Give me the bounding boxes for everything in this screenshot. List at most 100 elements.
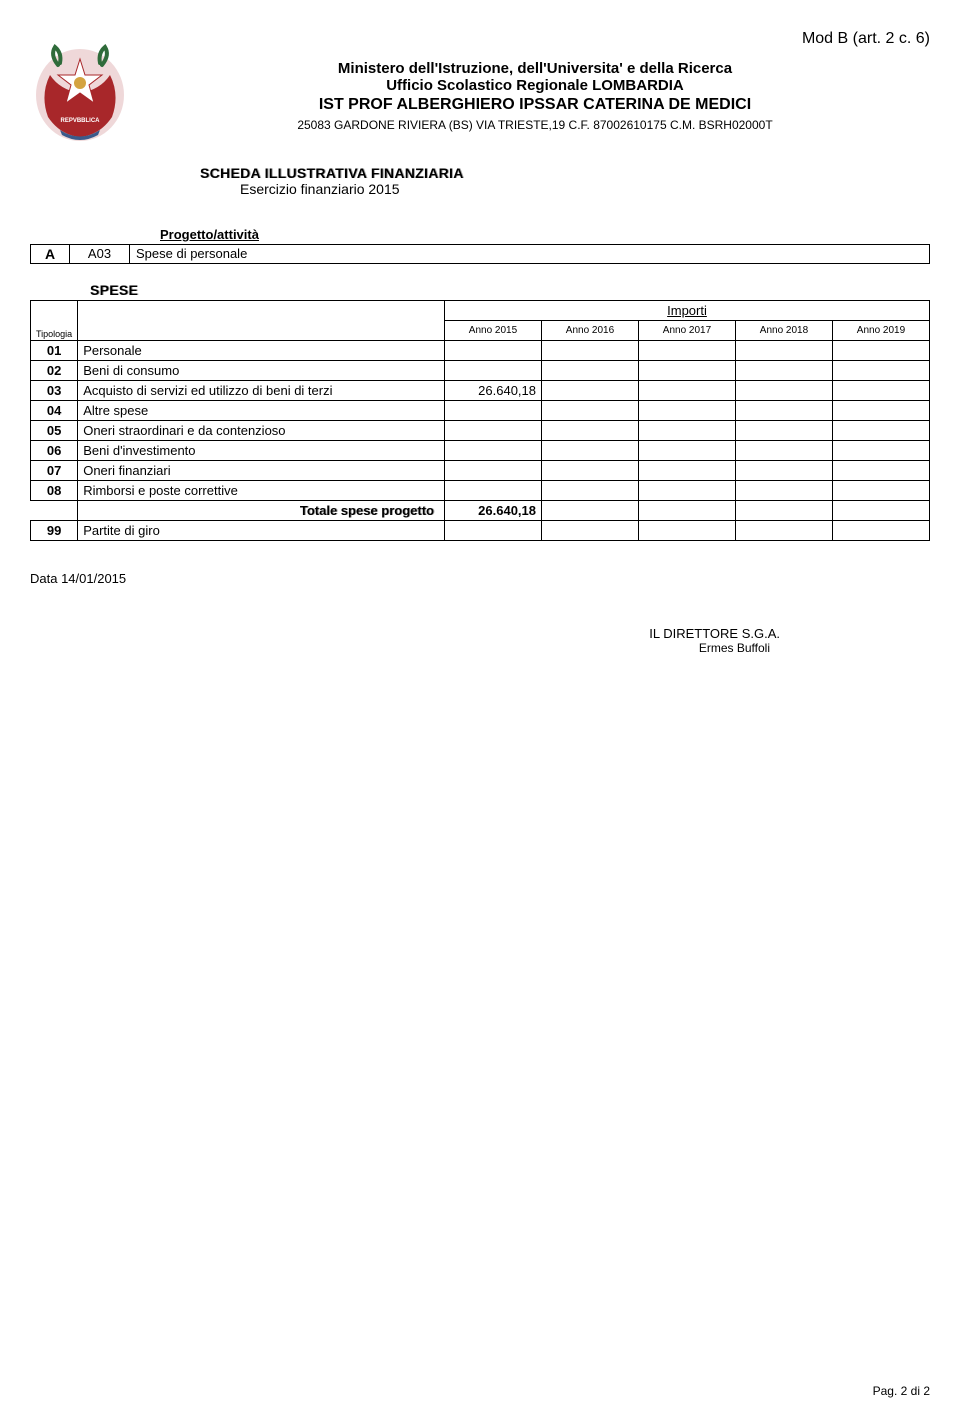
row-value bbox=[542, 341, 639, 361]
row-value bbox=[639, 481, 736, 501]
office-line: Ufficio Scolastico Regionale LOMBARDIA bbox=[140, 77, 930, 94]
row-value bbox=[736, 361, 833, 381]
row-desc: Personale bbox=[78, 341, 445, 361]
row-value bbox=[833, 361, 930, 381]
table-row: 99Partite di giro bbox=[31, 521, 930, 541]
row-desc: Acquisto di servizi ed utilizzo di beni … bbox=[78, 381, 445, 401]
header-block: REPVBBLICA Ministero dell'Istruzione, de… bbox=[30, 30, 930, 145]
spese-table: Tipologia Importi Anno 2015 Anno 2016 An… bbox=[30, 300, 930, 541]
table-row: 02Beni di consumo bbox=[31, 361, 930, 381]
row-desc: Oneri finanziari bbox=[78, 461, 445, 481]
table-row: 08Rimborsi e poste correttive bbox=[31, 481, 930, 501]
progetto-block: Progetto/attività A A03 Spese di persona… bbox=[30, 227, 930, 264]
row-tip: 03 bbox=[31, 381, 78, 401]
row-tip: 02 bbox=[31, 361, 78, 381]
total-value bbox=[639, 501, 736, 521]
row-value bbox=[736, 341, 833, 361]
total-value bbox=[542, 501, 639, 521]
row-tip: 99 bbox=[31, 521, 78, 541]
row-value bbox=[542, 521, 639, 541]
date-line: Data 14/01/2015 bbox=[30, 571, 930, 586]
signature-block: IL DIRETTORE S.G.A. Ermes Buffoli bbox=[30, 626, 930, 655]
row-value bbox=[833, 521, 930, 541]
signature-role: IL DIRETTORE S.G.A. bbox=[30, 626, 780, 641]
row-desc: Oneri straordinari e da contenzioso bbox=[78, 421, 445, 441]
tipologia-header: Tipologia bbox=[31, 301, 78, 341]
year-header: Anno 2017 bbox=[639, 321, 736, 341]
row-value bbox=[639, 421, 736, 441]
address-line: 25083 GARDONE RIVIERA (BS) VIA TRIESTE,1… bbox=[140, 118, 930, 132]
svg-text:REPVBBLICA: REPVBBLICA bbox=[60, 118, 100, 124]
row-value bbox=[542, 441, 639, 461]
row-value bbox=[639, 441, 736, 461]
row-value bbox=[542, 401, 639, 421]
signature-name: Ermes Buffoli bbox=[30, 641, 780, 655]
scheda-title: SCHEDA ILLUSTRATIVA FINANZIARIA bbox=[200, 165, 930, 181]
total-label: Totale spese progetto bbox=[78, 501, 445, 521]
row-value bbox=[542, 421, 639, 441]
total-blank bbox=[31, 501, 78, 521]
row-value bbox=[833, 481, 930, 501]
row-value bbox=[445, 341, 542, 361]
table-row: 06Beni d'investimento bbox=[31, 441, 930, 461]
mod-label: Mod B (art. 2 c. 6) bbox=[802, 30, 930, 48]
row-tip: 06 bbox=[31, 441, 78, 461]
row-value bbox=[542, 461, 639, 481]
emblem-icon: REPVBBLICA bbox=[30, 30, 130, 145]
row-value: 26.640,18 bbox=[445, 381, 542, 401]
row-tip: 01 bbox=[31, 341, 78, 361]
table-row: 07Oneri finanziari bbox=[31, 461, 930, 481]
year-header: Anno 2018 bbox=[736, 321, 833, 341]
row-value bbox=[639, 401, 736, 421]
row-value bbox=[639, 341, 736, 361]
progetto-row: A A03 Spese di personale bbox=[30, 244, 930, 264]
row-value bbox=[639, 461, 736, 481]
row-value bbox=[736, 481, 833, 501]
table-row: 03Acquisto di servizi ed utilizzo di ben… bbox=[31, 381, 930, 401]
year-header: Anno 2015 bbox=[445, 321, 542, 341]
progetto-label: Progetto/attività bbox=[160, 227, 930, 242]
row-value bbox=[445, 461, 542, 481]
row-desc: Rimborsi e poste correttive bbox=[78, 481, 445, 501]
document-page: Mod B (art. 2 c. 6) REPVBBLICA Ministero… bbox=[0, 0, 960, 1416]
row-value bbox=[445, 421, 542, 441]
row-value bbox=[445, 401, 542, 421]
spese-label: SPESE bbox=[90, 282, 930, 298]
row-value bbox=[736, 441, 833, 461]
row-tip: 08 bbox=[31, 481, 78, 501]
page-footer: Pag. 2 di 2 bbox=[873, 1384, 930, 1398]
importi-header: Importi bbox=[445, 301, 930, 321]
row-value bbox=[542, 381, 639, 401]
ministry-line: Ministero dell'Istruzione, dell'Universi… bbox=[140, 60, 930, 77]
total-row: Totale spese progetto26.640,18 bbox=[31, 501, 930, 521]
row-tip: 05 bbox=[31, 421, 78, 441]
desc-header bbox=[78, 301, 445, 341]
year-header: Anno 2016 bbox=[542, 321, 639, 341]
table-row: 04Altre spese bbox=[31, 401, 930, 421]
table-row: 01Personale bbox=[31, 341, 930, 361]
row-value bbox=[445, 481, 542, 501]
total-value: 26.640,18 bbox=[445, 501, 542, 521]
row-desc: Beni d'investimento bbox=[78, 441, 445, 461]
row-value bbox=[639, 521, 736, 541]
row-value bbox=[542, 481, 639, 501]
row-value bbox=[833, 461, 930, 481]
row-value bbox=[736, 461, 833, 481]
row-desc: Altre spese bbox=[78, 401, 445, 421]
row-tip: 07 bbox=[31, 461, 78, 481]
row-value bbox=[736, 521, 833, 541]
total-value bbox=[833, 501, 930, 521]
row-value bbox=[736, 401, 833, 421]
project-code-a: A bbox=[30, 244, 70, 264]
row-value bbox=[542, 361, 639, 381]
row-value bbox=[833, 421, 930, 441]
row-desc: Beni di consumo bbox=[78, 361, 445, 381]
total-value bbox=[736, 501, 833, 521]
row-value bbox=[639, 381, 736, 401]
row-desc: Partite di giro bbox=[78, 521, 445, 541]
scheda-block: SCHEDA ILLUSTRATIVA FINANZIARIA Esercizi… bbox=[200, 165, 930, 197]
row-value bbox=[445, 441, 542, 461]
table-row: 05Oneri straordinari e da contenzioso bbox=[31, 421, 930, 441]
project-desc: Spese di personale bbox=[130, 244, 930, 264]
year-header: Anno 2019 bbox=[833, 321, 930, 341]
